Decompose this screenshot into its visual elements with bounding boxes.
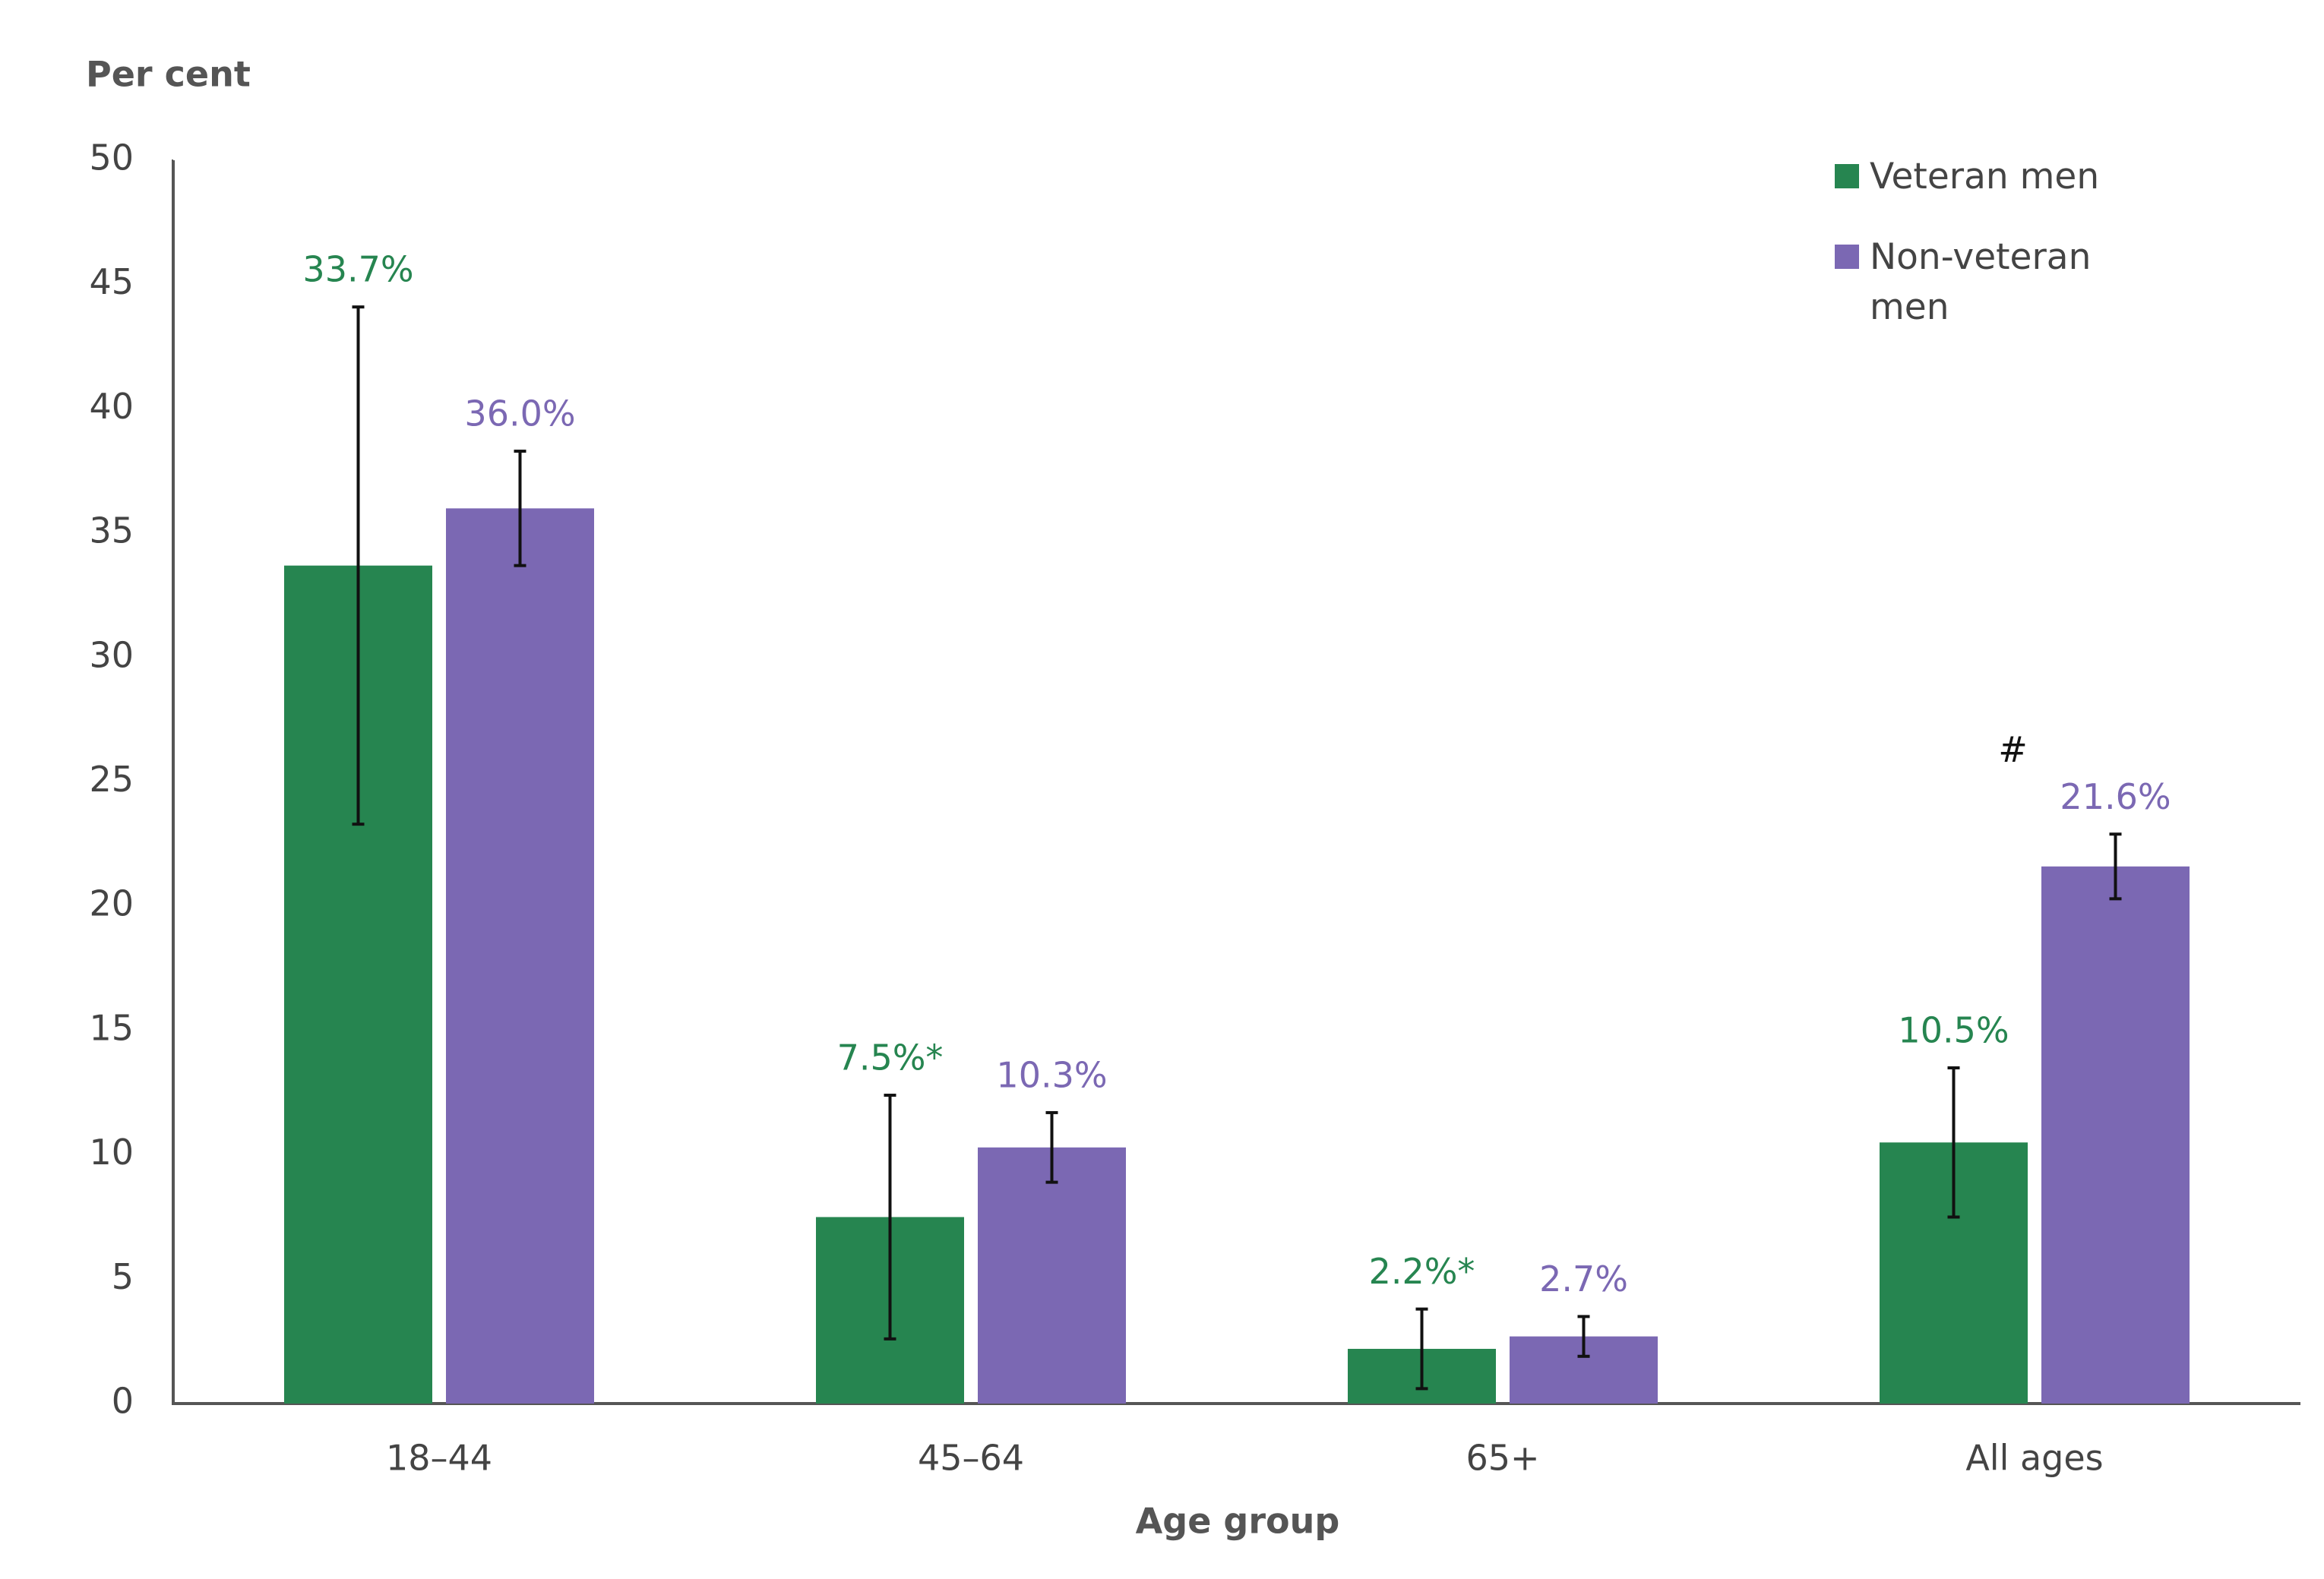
value-label: 2.2%*: [1369, 1251, 1475, 1292]
bar: [2041, 866, 2190, 1404]
y-tick-label: 20: [89, 883, 134, 924]
value-label: 2.7%: [1539, 1258, 1628, 1300]
value-label: 33.7%: [302, 249, 413, 290]
legend-item: Non-veteran men: [1835, 232, 2154, 333]
x-axis-title: Age group: [1136, 1501, 1340, 1542]
y-tick-label: 45: [89, 261, 134, 302]
error-bar: [2109, 832, 2122, 901]
annotation: #: [1998, 729, 2028, 770]
error-bar: [1947, 1066, 1960, 1219]
value-label: 7.5%*: [837, 1037, 944, 1078]
value-label: 36.0%: [464, 393, 575, 434]
legend-label: Veteran men: [1870, 156, 2100, 197]
error-bar: [352, 305, 365, 826]
value-label: 10.5%: [1898, 1010, 2009, 1051]
legend-swatch: [1835, 164, 1859, 188]
y-tick-label: 0: [112, 1381, 134, 1422]
y-axis-title: Per cent: [86, 54, 251, 95]
y-tick-label: 25: [89, 759, 134, 800]
bar: [978, 1147, 1126, 1404]
error-bar: [514, 450, 526, 567]
error-bar: [1577, 1315, 1590, 1358]
error-bar: [1045, 1110, 1058, 1184]
y-tick-label: 40: [89, 386, 134, 427]
legend-item: Veteran men: [1835, 152, 2154, 202]
x-tick-label: All ages: [1965, 1438, 2103, 1479]
value-label: 21.6%: [2060, 776, 2171, 817]
bar: [446, 508, 594, 1404]
x-tick-label: 65+: [1466, 1438, 1539, 1479]
error-bar: [884, 1094, 896, 1341]
y-tick-label: 35: [89, 510, 134, 551]
legend-swatch: [1835, 245, 1859, 269]
y-tick-label: 15: [89, 1007, 134, 1048]
y-tick-label: 10: [89, 1132, 134, 1173]
value-label: 10.3%: [996, 1054, 1107, 1095]
x-tick-label: 18–44: [386, 1438, 492, 1479]
y-tick-label: 30: [89, 634, 134, 675]
legend-label: Non-veteran men: [1870, 236, 2092, 328]
legend: Veteran men Non-veteran men: [1835, 152, 2154, 363]
y-tick-label: 50: [89, 137, 134, 178]
x-tick-label: 45–64: [918, 1438, 1024, 1479]
error-bar: [1415, 1307, 1428, 1391]
y-tick-label: 5: [112, 1256, 134, 1297]
